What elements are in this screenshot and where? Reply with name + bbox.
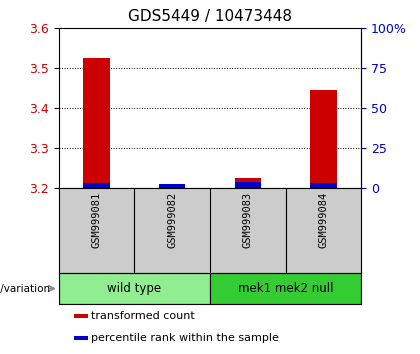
Text: genotype/variation: genotype/variation xyxy=(0,284,50,293)
Text: GSM999084: GSM999084 xyxy=(318,192,328,248)
Bar xyxy=(74,314,89,318)
Title: GDS5449 / 10473448: GDS5449 / 10473448 xyxy=(128,9,292,24)
Bar xyxy=(59,273,210,304)
Text: GSM999082: GSM999082 xyxy=(167,192,177,248)
Bar xyxy=(234,182,261,188)
Bar xyxy=(159,184,186,188)
Bar xyxy=(83,183,110,188)
Text: wild type: wild type xyxy=(108,282,161,295)
Bar xyxy=(210,273,361,304)
Text: transformed count: transformed count xyxy=(91,311,194,321)
Bar xyxy=(159,185,186,188)
Bar xyxy=(74,336,89,340)
Bar xyxy=(234,178,261,188)
Bar xyxy=(310,90,336,188)
Text: percentile rank within the sample: percentile rank within the sample xyxy=(91,333,279,343)
Bar xyxy=(83,58,110,188)
Text: GSM999083: GSM999083 xyxy=(243,192,253,248)
Text: mek1 mek2 null: mek1 mek2 null xyxy=(238,282,333,295)
Bar xyxy=(310,183,336,188)
Text: GSM999081: GSM999081 xyxy=(92,192,102,248)
